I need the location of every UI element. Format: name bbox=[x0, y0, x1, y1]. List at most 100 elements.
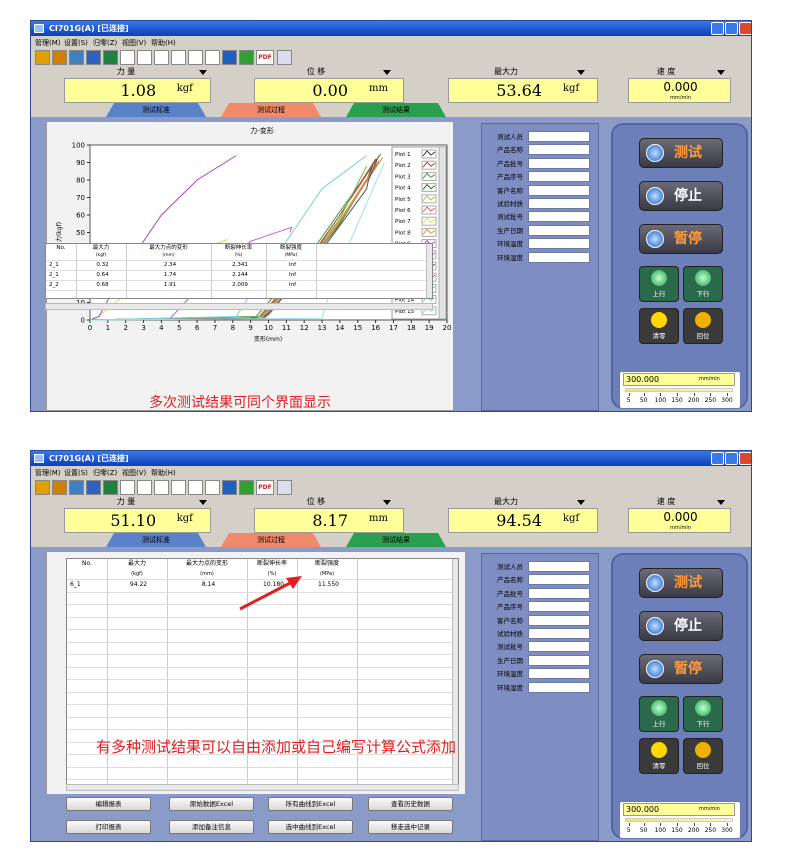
scrollbar[interactable] bbox=[452, 559, 458, 790]
action-button[interactable]: 原始数据Excel bbox=[169, 797, 254, 811]
action-button[interactable]: 选中曲线到Excel bbox=[268, 820, 353, 834]
control-button[interactable]: 清零 bbox=[639, 308, 679, 344]
control-button[interactable]: 回位 bbox=[683, 738, 723, 774]
toolbar-button[interactable] bbox=[69, 50, 84, 65]
toolbar-button[interactable] bbox=[103, 50, 118, 65]
toolbar-button[interactable] bbox=[137, 50, 152, 65]
menu-item[interactable]: 归零(Z) bbox=[93, 39, 118, 47]
toolbar-button[interactable] bbox=[137, 480, 152, 495]
menu-item[interactable]: 帮助(H) bbox=[151, 469, 176, 477]
toolbar-button[interactable] bbox=[205, 480, 220, 495]
menu-item[interactable]: 视图(V) bbox=[122, 469, 147, 477]
toolbar-button[interactable] bbox=[277, 50, 292, 65]
menu-item[interactable]: 设置(S) bbox=[64, 469, 88, 477]
form-input[interactable] bbox=[528, 574, 590, 586]
toolbar-button[interactable] bbox=[205, 50, 220, 65]
tab[interactable]: 测试过程 bbox=[221, 533, 321, 547]
tab[interactable]: 测试结果 bbox=[346, 533, 446, 547]
close-button[interactable] bbox=[739, 22, 751, 35]
toolbar-button[interactable] bbox=[86, 50, 101, 65]
form-input[interactable] bbox=[528, 641, 590, 653]
form-input[interactable] bbox=[528, 184, 590, 196]
toolbar-button[interactable] bbox=[69, 480, 84, 495]
toolbar-button[interactable] bbox=[188, 480, 203, 495]
toolbar-button[interactable] bbox=[120, 50, 135, 65]
toolbar-button[interactable] bbox=[188, 50, 203, 65]
form-input[interactable] bbox=[528, 587, 590, 599]
control-button[interactable]: 测试 bbox=[639, 138, 723, 168]
speed-slider[interactable] bbox=[625, 818, 733, 822]
toolbar-button[interactable] bbox=[171, 480, 186, 495]
menu-item[interactable]: 管理(M) bbox=[35, 39, 61, 47]
control-button[interactable]: 上行 bbox=[639, 696, 679, 732]
toolbar-button[interactable] bbox=[154, 480, 169, 495]
dropdown-arrow[interactable] bbox=[199, 70, 207, 75]
maximize-button[interactable] bbox=[725, 452, 738, 465]
form-input[interactable] bbox=[528, 614, 590, 626]
toolbar-button[interactable] bbox=[222, 480, 237, 495]
toolbar-button[interactable] bbox=[35, 480, 50, 495]
toolbar-button[interactable] bbox=[154, 50, 169, 65]
control-button[interactable]: 停止 bbox=[639, 181, 723, 211]
form-input[interactable] bbox=[528, 131, 590, 142]
form-input[interactable] bbox=[528, 238, 590, 250]
menu-item[interactable]: 归零(Z) bbox=[93, 469, 118, 477]
form-input[interactable] bbox=[528, 654, 590, 666]
form-input[interactable] bbox=[528, 251, 590, 263]
toolbar-button[interactable] bbox=[277, 480, 292, 495]
toolbar-button[interactable] bbox=[103, 480, 118, 495]
tab[interactable]: 测试标准 bbox=[106, 533, 206, 547]
action-button[interactable]: 添加备注信息 bbox=[169, 820, 254, 834]
dropdown-arrow[interactable] bbox=[199, 500, 207, 505]
maximize-button[interactable] bbox=[725, 22, 738, 35]
close-button[interactable] bbox=[739, 452, 751, 465]
toolbar-button[interactable] bbox=[171, 50, 186, 65]
minimize-button[interactable] bbox=[711, 452, 724, 465]
control-button[interactable]: 清零 bbox=[639, 738, 679, 774]
scrollbar[interactable] bbox=[426, 244, 432, 298]
form-input[interactable] bbox=[528, 157, 590, 169]
dropdown-arrow[interactable] bbox=[383, 500, 391, 505]
form-input[interactable] bbox=[528, 628, 590, 639]
toolbar-button[interactable] bbox=[222, 50, 237, 65]
action-button[interactable]: 移走选中记录 bbox=[368, 820, 453, 834]
control-button[interactable]: 下行 bbox=[683, 266, 723, 302]
action-button[interactable]: 编辑报表 bbox=[66, 797, 151, 811]
minimize-button[interactable] bbox=[711, 22, 724, 35]
toolbar-button[interactable] bbox=[52, 480, 67, 495]
toolbar-button[interactable]: PDF bbox=[256, 50, 274, 65]
menu-item[interactable]: 设置(S) bbox=[64, 39, 88, 47]
control-button[interactable]: 回位 bbox=[683, 308, 723, 344]
menu-item[interactable]: 管理(M) bbox=[35, 469, 61, 477]
toolbar-button[interactable] bbox=[86, 480, 101, 495]
form-input[interactable] bbox=[528, 561, 590, 572]
form-input[interactable] bbox=[528, 224, 590, 236]
control-button[interactable]: 暂停 bbox=[639, 654, 723, 684]
toolbar-button[interactable] bbox=[120, 480, 135, 495]
toolbar-button[interactable] bbox=[52, 50, 67, 65]
h-scrollbar[interactable] bbox=[45, 303, 433, 310]
h-scrollbar[interactable] bbox=[66, 784, 459, 791]
menu-item[interactable]: 帮助(H) bbox=[151, 39, 176, 47]
control-button[interactable]: 测试 bbox=[639, 568, 723, 598]
dropdown-arrow[interactable] bbox=[577, 500, 585, 505]
control-button[interactable]: 停止 bbox=[639, 611, 723, 641]
action-button[interactable]: 所有曲线到Excel bbox=[268, 797, 353, 811]
tab[interactable]: 测试标准 bbox=[106, 103, 206, 117]
tab[interactable]: 测试过程 bbox=[221, 103, 321, 117]
form-input[interactable] bbox=[528, 681, 590, 693]
dropdown-arrow[interactable] bbox=[717, 70, 725, 75]
tab[interactable]: 测试结果 bbox=[346, 103, 446, 117]
control-button[interactable]: 暂停 bbox=[639, 224, 723, 254]
toolbar-button[interactable] bbox=[239, 50, 254, 65]
dropdown-arrow[interactable] bbox=[383, 70, 391, 75]
action-button[interactable]: 打印报表 bbox=[66, 820, 151, 834]
form-input[interactable] bbox=[528, 668, 590, 680]
toolbar-button[interactable]: PDF bbox=[256, 480, 274, 495]
control-button[interactable]: 上行 bbox=[639, 266, 679, 302]
dropdown-arrow[interactable] bbox=[717, 500, 725, 505]
dropdown-arrow[interactable] bbox=[577, 70, 585, 75]
toolbar-button[interactable] bbox=[35, 50, 50, 65]
menu-item[interactable]: 视图(V) bbox=[122, 39, 147, 47]
toolbar-button[interactable] bbox=[239, 480, 254, 495]
